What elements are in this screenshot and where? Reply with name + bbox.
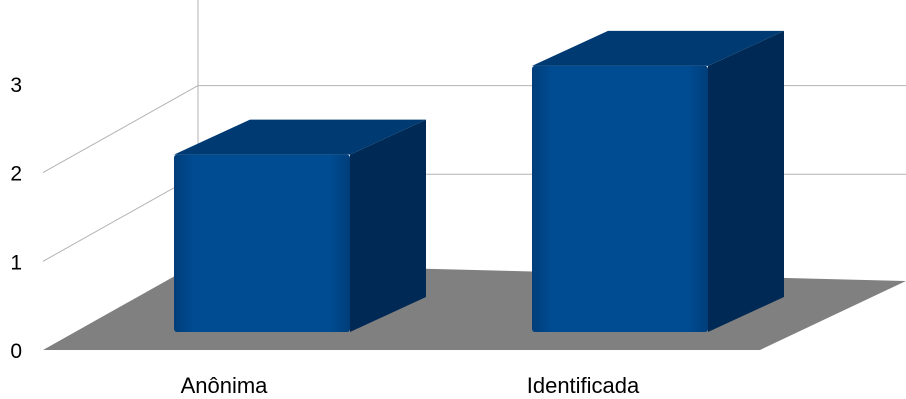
- y-tick-label: 0: [10, 340, 22, 363]
- bar-top-face: [532, 30, 784, 66]
- x-category-label: Anônima: [181, 373, 269, 398]
- bar-top-face: [174, 119, 426, 155]
- bar-1: [532, 30, 784, 333]
- y-tick-label: 2: [10, 163, 22, 186]
- bar-front-face: [174, 154, 350, 332]
- side-gridline: [42, 85, 199, 174]
- y-tick-label: 1: [10, 251, 22, 274]
- y-tick-label: 3: [10, 74, 22, 97]
- bar-side-face: [350, 119, 426, 332]
- x-category-label: Identificada: [527, 373, 640, 398]
- bar-front-face: [532, 65, 708, 333]
- side-gridline: [42, 173, 199, 262]
- bar-0: [174, 119, 426, 332]
- bar-side-face: [708, 30, 784, 333]
